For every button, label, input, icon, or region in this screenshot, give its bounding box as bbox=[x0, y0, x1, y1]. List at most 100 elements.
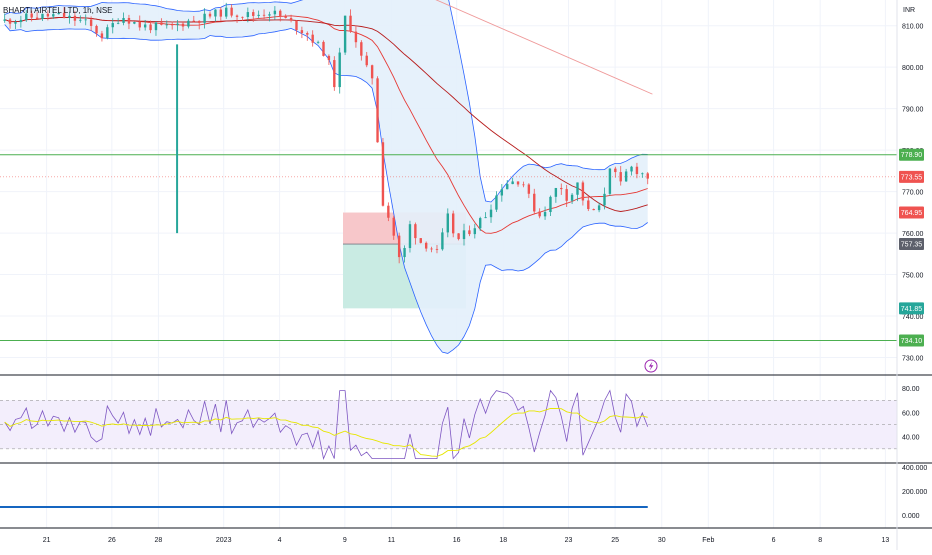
candle-body bbox=[430, 248, 433, 250]
candle bbox=[252, 9, 255, 22]
candle-body bbox=[95, 25, 98, 34]
candle-body bbox=[176, 23, 179, 25]
candle-body bbox=[89, 19, 93, 26]
price-badge-text: 757.35 bbox=[901, 242, 923, 249]
candle-body bbox=[116, 22, 120, 24]
candle bbox=[576, 182, 579, 202]
candle bbox=[3, 13, 6, 23]
rsi-tick-label: 60.00 bbox=[902, 410, 920, 417]
candle bbox=[95, 24, 98, 37]
candles bbox=[3, 2, 649, 264]
price-badge: 757.35 bbox=[899, 238, 924, 251]
candle bbox=[246, 7, 250, 23]
candle bbox=[57, 12, 60, 15]
candle bbox=[262, 9, 266, 20]
candle-body bbox=[441, 232, 444, 250]
candle bbox=[295, 20, 298, 35]
candle-body bbox=[630, 166, 633, 172]
candle-body bbox=[560, 187, 563, 190]
x-tick-label: 28 bbox=[155, 537, 163, 544]
candle-body bbox=[35, 17, 39, 19]
candle-body bbox=[241, 16, 244, 18]
axes: 730.00740.00750.00760.00770.00780.00790.… bbox=[43, 0, 927, 550]
candle-body bbox=[543, 212, 547, 217]
price-badge-text: 773.55 bbox=[901, 174, 923, 181]
price-badge-bg bbox=[899, 148, 924, 161]
candle bbox=[100, 30, 104, 42]
volume-tick-label: 0.000 bbox=[902, 513, 920, 520]
volume-tick-label: 400.000 bbox=[902, 465, 927, 472]
candle-body bbox=[581, 182, 585, 201]
candle bbox=[289, 14, 293, 23]
candle bbox=[154, 21, 158, 36]
price-badge: 778.90 bbox=[899, 148, 924, 161]
x-tick-label: 18 bbox=[499, 537, 507, 544]
horizontal-lines[interactable] bbox=[0, 154, 897, 341]
candle-body bbox=[516, 181, 520, 185]
candle bbox=[360, 40, 363, 61]
candle-body bbox=[235, 15, 239, 17]
candle bbox=[533, 188, 536, 215]
candle-body bbox=[214, 9, 217, 17]
x-tick-label: 2023 bbox=[216, 537, 232, 544]
candle bbox=[84, 14, 87, 26]
candle bbox=[624, 168, 628, 182]
candle-body bbox=[289, 17, 293, 21]
candle bbox=[549, 195, 552, 216]
candle-body bbox=[587, 200, 590, 210]
price-badge-text: 734.10 bbox=[901, 338, 923, 345]
candle bbox=[397, 232, 401, 264]
candle bbox=[279, 9, 282, 22]
candle-body bbox=[170, 24, 174, 26]
candle bbox=[516, 181, 520, 187]
candle-body bbox=[489, 209, 493, 218]
price-badge: 741.85 bbox=[899, 302, 924, 315]
candle bbox=[581, 180, 585, 206]
candle-body bbox=[322, 41, 325, 56]
price-badge-bg bbox=[899, 238, 924, 251]
candle-body bbox=[565, 189, 568, 201]
candle bbox=[354, 25, 358, 48]
candle-body bbox=[154, 22, 158, 31]
candle bbox=[554, 187, 558, 203]
candle-body bbox=[592, 209, 595, 211]
candle-body bbox=[246, 12, 250, 18]
candle bbox=[376, 76, 379, 143]
candle-body bbox=[306, 33, 309, 35]
candle-body bbox=[554, 187, 558, 197]
candle-body bbox=[538, 211, 541, 217]
candle-body bbox=[608, 168, 612, 194]
candle-body bbox=[397, 235, 401, 258]
candle-body bbox=[338, 52, 341, 88]
candle-body bbox=[127, 17, 131, 24]
candle-body bbox=[570, 194, 574, 201]
candle bbox=[235, 14, 239, 23]
candle bbox=[116, 18, 120, 25]
volume-pane bbox=[0, 506, 932, 529]
candle-body bbox=[68, 15, 71, 19]
candle bbox=[41, 13, 44, 22]
candle-body bbox=[252, 12, 255, 16]
price-badge-text: 778.90 bbox=[901, 152, 923, 159]
candle-body bbox=[316, 41, 320, 43]
lightning-icon[interactable] bbox=[644, 359, 658, 373]
candle-body bbox=[41, 13, 44, 19]
candle-body bbox=[419, 238, 422, 243]
candle bbox=[424, 241, 428, 252]
candle bbox=[192, 15, 196, 23]
x-tick-label: 6 bbox=[772, 537, 776, 544]
candle bbox=[349, 9, 352, 33]
candle bbox=[506, 180, 509, 190]
candle bbox=[446, 208, 449, 238]
candle-body bbox=[262, 14, 266, 16]
candle bbox=[52, 9, 55, 19]
candle-body bbox=[181, 23, 185, 27]
candle-body bbox=[392, 217, 395, 236]
candle bbox=[630, 165, 633, 176]
candle bbox=[570, 193, 574, 205]
candle bbox=[414, 222, 417, 245]
candle bbox=[187, 18, 190, 29]
candle bbox=[603, 187, 606, 210]
candle-body bbox=[225, 7, 228, 17]
